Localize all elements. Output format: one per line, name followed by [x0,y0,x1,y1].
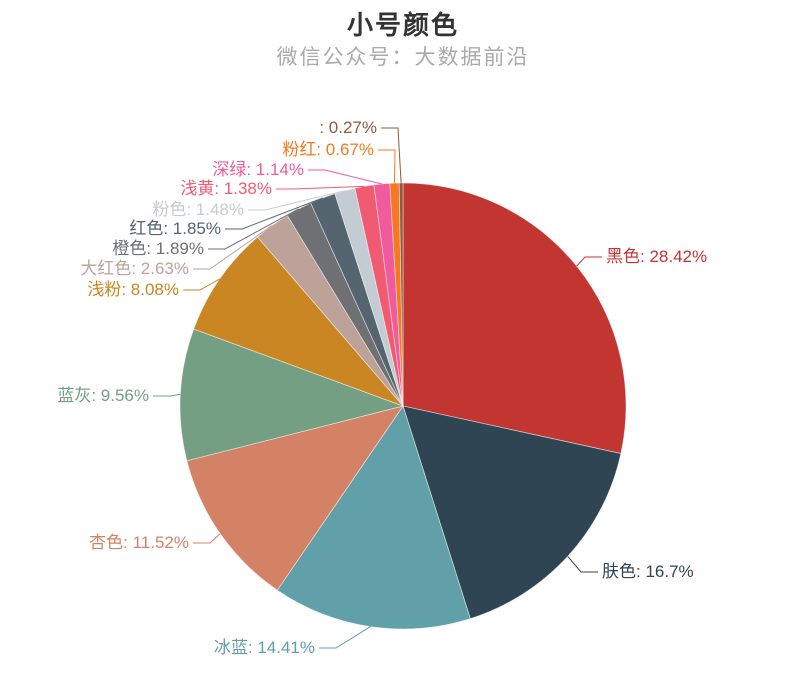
label-line-9 [248,190,345,211]
label-line-12 [378,149,396,184]
slice-label-1: 肤色: 16.7% [602,562,694,581]
pie-slice-13[interactable] [398,182,404,407]
label-line-2 [319,626,371,649]
label-line-8 [225,197,323,230]
label-line-0 [576,256,602,267]
chart-title: 小号颜色 [346,10,459,40]
slice-label-0: 黑色: 28.42% [606,247,708,266]
slice-label-12: 粉红: 0.67% [282,140,374,159]
label-line-13 [381,127,402,184]
chart-subtitle: 微信公众号：大数据前沿 [276,46,530,69]
pie-slice-4[interactable] [179,328,404,462]
label-line-1 [567,555,598,573]
pie-slice-2[interactable] [276,405,471,630]
label-line-5 [183,278,221,291]
label-line-6 [193,225,273,270]
slice-label-6: 大红色: 2.63% [80,259,189,278]
pie-slice-1[interactable] [402,405,622,619]
slice-label-2: 冰蓝: 14.41% [213,638,315,657]
slice-label-11: 深绿: 1.14% [212,160,304,179]
label-line-10 [276,185,365,190]
slice-label-8: 红色: 1.85% [129,219,221,238]
slice-label-4: 蓝灰: 9.56% [57,386,149,405]
label-line-4 [153,393,181,397]
slice-label-5: 浅粉: 8.08% [87,280,179,299]
slice-label-9: 粉色: 1.48% [152,200,244,219]
pie-slice-3[interactable] [186,405,404,591]
label-line-7 [208,208,300,250]
slice-label-7: 橙色: 1.89% [112,239,204,258]
slice-label-13: : 0.27% [319,118,377,137]
label-line-11 [308,169,383,185]
slice-label-10: 浅黄: 1.38% [180,179,272,198]
label-line-3 [193,533,221,544]
pie-slice-0[interactable] [402,182,627,454]
slice-label-3: 杏色: 11.52% [89,533,189,552]
